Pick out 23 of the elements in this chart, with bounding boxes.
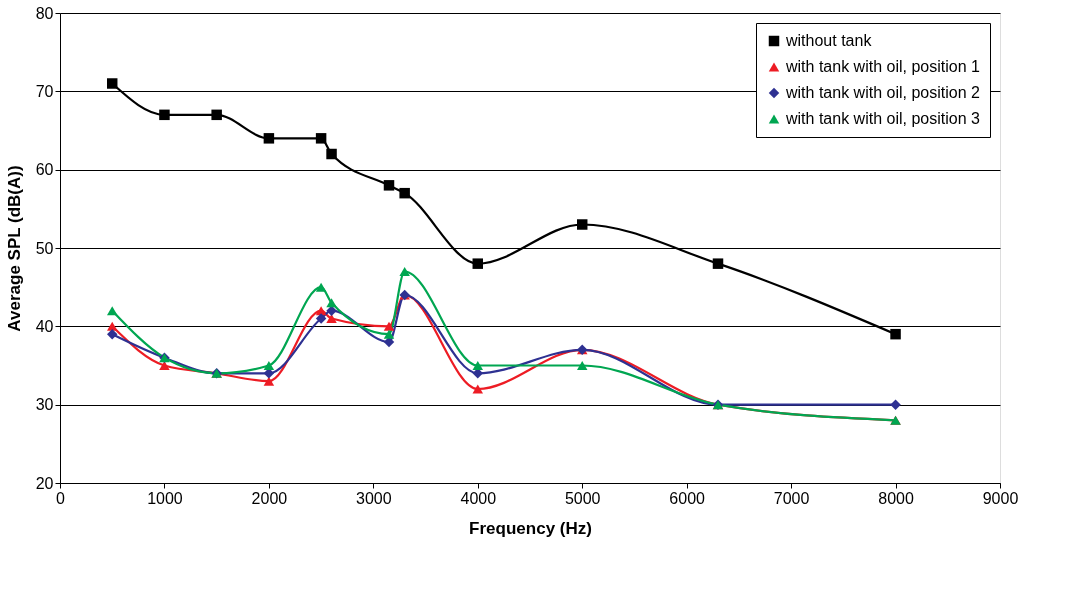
x-tick-label: 9000 (982, 489, 1019, 507)
y-tick-label: 20 (35, 474, 54, 492)
legend-label: with tank with oil, position 1 (785, 58, 980, 75)
y-axis-title: Average SPL (dB(A)) (4, 165, 24, 332)
x-tick-label: 8000 (878, 489, 914, 507)
y-tick-label: 50 (35, 239, 54, 257)
legend-label: with tank with oil, position 2 (785, 84, 980, 101)
y-tick-label: 60 (35, 161, 54, 179)
y-tick-label: 70 (35, 82, 54, 100)
x-tick-label: 1000 (147, 489, 183, 507)
x-tick-label: 6000 (669, 489, 706, 507)
x-tick-label: 7000 (773, 489, 810, 507)
y-tick-label: 40 (35, 317, 54, 335)
x-tick-label: 0 (56, 489, 66, 507)
x-tick-label: 4000 (460, 489, 497, 507)
x-tick-label: 3000 (356, 489, 392, 507)
x-tick-label: 2000 (251, 489, 288, 507)
x-axis-title: Frequency (Hz) (469, 518, 592, 538)
legend-label: without tank (785, 32, 873, 49)
y-tick-label: 80 (35, 4, 54, 22)
y-tick-label: 30 (35, 396, 54, 414)
legend-label: with tank with oil, position 3 (785, 110, 980, 127)
x-tick-label: 5000 (564, 489, 601, 507)
